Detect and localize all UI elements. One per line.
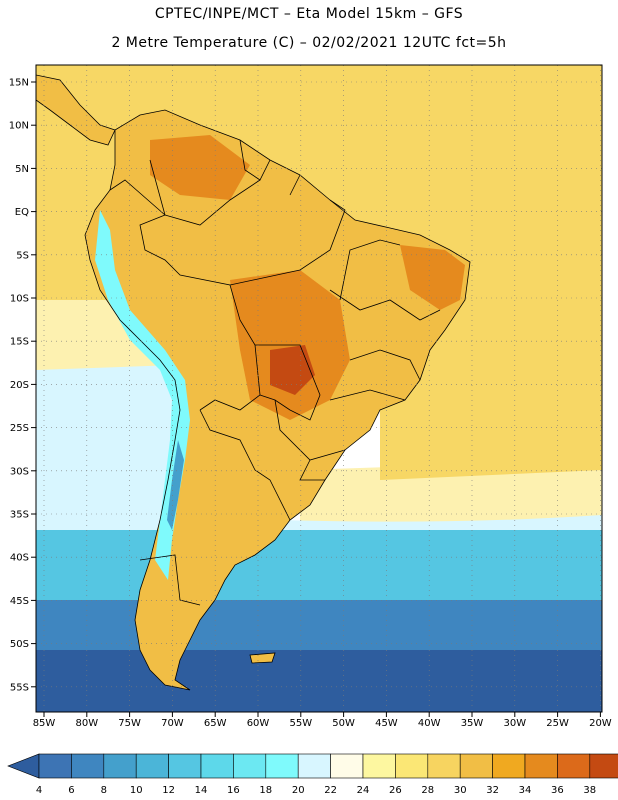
colorbar-label: 34 bbox=[519, 785, 532, 796]
lon-label: 70W bbox=[161, 718, 184, 729]
colorbar-label: 36 bbox=[551, 785, 564, 796]
hot-northeast bbox=[400, 245, 465, 310]
lon-label: 85W bbox=[33, 718, 56, 729]
andes-cold-core bbox=[167, 440, 184, 530]
latitude-axis: 15N 10N 5N EQ 5S 10S 15S 20S 25S 30S 35S 40S 45S 50S 5… bbox=[9, 78, 36, 693]
colorbar-swatch bbox=[459, 753, 493, 779]
lat-label: 50S bbox=[10, 639, 29, 650]
colorbar-label: 30 bbox=[454, 785, 467, 796]
colorbar-swatch bbox=[200, 753, 234, 779]
lat-label: 20S bbox=[10, 380, 29, 391]
lon-label: 40W bbox=[418, 718, 441, 729]
colorbar-swatch bbox=[168, 753, 202, 779]
lon-label: 65W bbox=[204, 718, 227, 729]
colorbar-label: 22 bbox=[324, 785, 337, 796]
lon-label: 45W bbox=[375, 718, 398, 729]
lon-label: 75W bbox=[118, 718, 141, 729]
colorbar-label: 6 bbox=[68, 785, 74, 796]
hot-north bbox=[150, 135, 250, 200]
colorbar-label: 38 bbox=[583, 785, 596, 796]
colorbar-label: 20 bbox=[292, 785, 305, 796]
lat-label: 5N bbox=[15, 164, 29, 175]
colorbar-label: 4 bbox=[36, 785, 42, 796]
colorbar-label: 32 bbox=[486, 785, 499, 796]
central-america bbox=[36, 75, 115, 145]
colorbar-label: 28 bbox=[421, 785, 434, 796]
lon-label: 25W bbox=[546, 718, 569, 729]
colorbar-swatch bbox=[71, 753, 105, 779]
colorbar-label: 12 bbox=[162, 785, 175, 796]
colorbar-label: 10 bbox=[130, 785, 143, 796]
lon-label: 80W bbox=[75, 718, 98, 729]
lon-label: 60W bbox=[247, 718, 270, 729]
lon-label: 30W bbox=[503, 718, 526, 729]
map-title: CPTEC/INPE/MCT – Eta Model 15km – GFS bbox=[154, 6, 464, 22]
colorbar-swatch bbox=[297, 753, 331, 779]
lat-label: 15N bbox=[9, 78, 29, 89]
lat-label: 15S bbox=[10, 337, 29, 348]
colorbar-swatch bbox=[362, 753, 396, 779]
colorbar-swatch bbox=[557, 753, 591, 779]
lat-label: 40S bbox=[10, 553, 29, 564]
ocean-cold bbox=[36, 530, 602, 610]
hottest-pantanal bbox=[270, 345, 315, 395]
colorbar-swatch bbox=[524, 753, 558, 779]
lat-label: EQ bbox=[15, 207, 29, 218]
map-subtitle: 2 Metre Temperature (C) – 02/02/2021 12U… bbox=[111, 35, 507, 51]
colorbar-label: 18 bbox=[259, 785, 272, 796]
map-frame bbox=[35, 64, 603, 713]
ocean-coldest bbox=[36, 650, 602, 712]
lat-label: 10S bbox=[10, 294, 29, 305]
lat-label: 45S bbox=[10, 596, 29, 607]
lon-label: 20W bbox=[589, 718, 612, 729]
lat-label: 5S bbox=[16, 250, 29, 261]
colorbar-label: 8 bbox=[101, 785, 107, 796]
lon-label: 55W bbox=[289, 718, 312, 729]
colorbar-swatch bbox=[330, 753, 364, 779]
lat-label: 35S bbox=[10, 510, 29, 521]
colorbar-label: 26 bbox=[389, 785, 402, 796]
lat-label: 25S bbox=[10, 423, 29, 434]
colorbar-swatch bbox=[427, 753, 461, 779]
country-borders bbox=[36, 74, 471, 691]
lat-label: 30S bbox=[10, 466, 29, 477]
colorbar-swatch bbox=[395, 753, 429, 779]
lon-label: 50W bbox=[332, 718, 355, 729]
lat-label: 55S bbox=[10, 682, 29, 693]
colorbar-swatch bbox=[589, 753, 618, 779]
colorbar-swatch bbox=[492, 753, 526, 779]
colorbar-label: 16 bbox=[227, 785, 240, 796]
colorbar-label: 14 bbox=[195, 785, 208, 796]
ocean-cool-west bbox=[36, 365, 175, 540]
longitude-axis: 85W 80W 75W 70W 65W 60W 55W 50W 45W 40W 35W 30W 25W 2… bbox=[33, 712, 612, 729]
lat-label: 10N bbox=[9, 121, 29, 132]
map-area bbox=[36, 65, 602, 712]
lon-label: 35W bbox=[461, 718, 484, 729]
colorbar-swatch bbox=[38, 753, 72, 779]
colorbar-swatch bbox=[135, 753, 169, 779]
colorbar-swatch bbox=[233, 753, 267, 779]
falkland-islands bbox=[250, 653, 275, 663]
colorbar-legend: 4 6 8 10 12 14 16 18 20 22 24 26 28 30 32 34 36 38 bbox=[7, 753, 618, 796]
colorbar-swatch bbox=[265, 753, 299, 779]
colorbar-label: 24 bbox=[357, 785, 370, 796]
colorbar-low-arrow bbox=[7, 753, 40, 779]
colorbar-swatch bbox=[103, 753, 137, 779]
